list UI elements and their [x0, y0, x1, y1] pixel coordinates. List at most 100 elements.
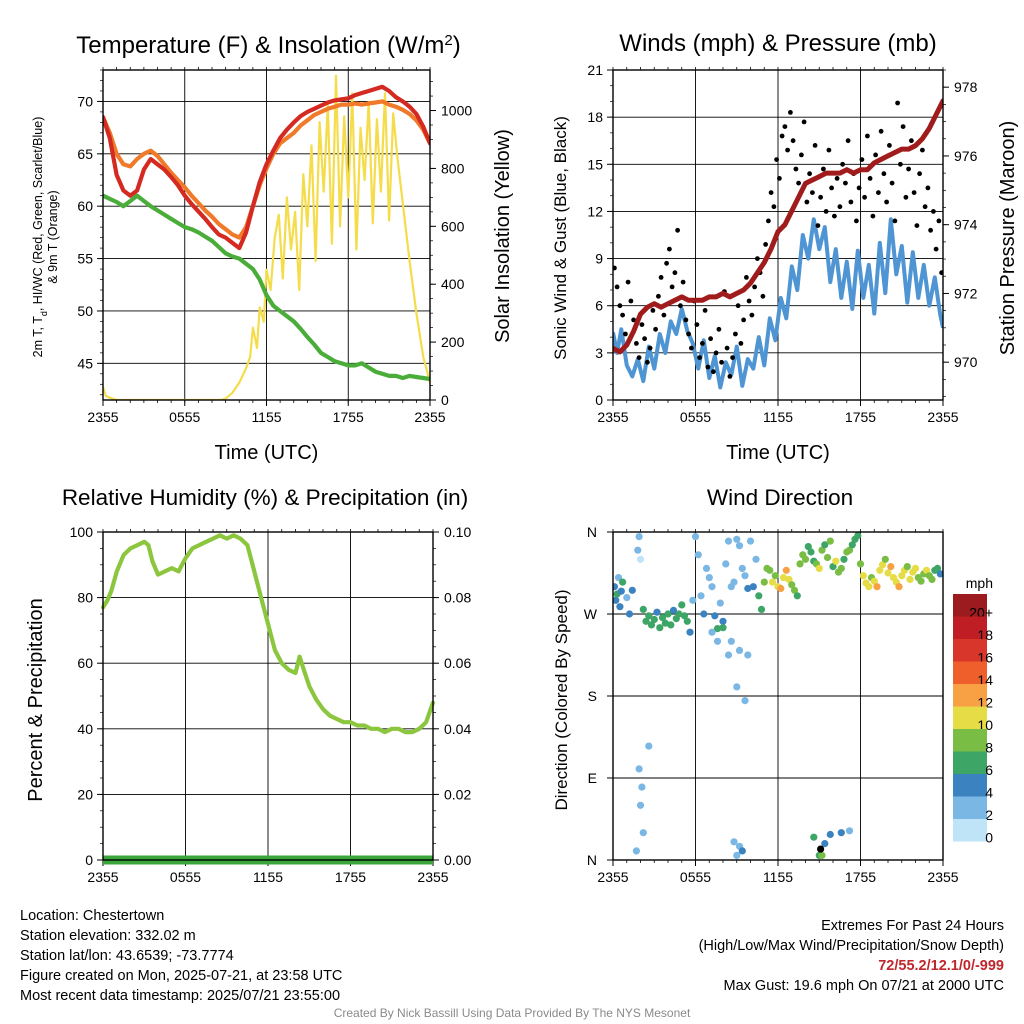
- x-tick-label: 1155: [763, 869, 793, 885]
- gust-point: [628, 298, 634, 304]
- gust-point: [774, 157, 779, 163]
- direction-point: [667, 621, 675, 629]
- direction-point: [628, 586, 636, 594]
- gust-point: [804, 199, 810, 205]
- gust-point: [892, 218, 898, 224]
- direction-point: [854, 532, 862, 540]
- gust-point: [925, 185, 931, 191]
- y2-tick-label: 0: [441, 392, 449, 408]
- gust-point: [854, 218, 859, 224]
- gust-point: [826, 147, 832, 153]
- direction-point: [724, 651, 733, 659]
- direction-point: [738, 564, 746, 573]
- y-tick-label: 18: [587, 109, 603, 125]
- gust-point: [746, 298, 752, 304]
- y-axis-label-line2: & 9m T (Orange): [46, 190, 60, 283]
- gust-point: [749, 312, 755, 318]
- gust-point: [920, 147, 925, 153]
- gust-point: [763, 242, 768, 247]
- direction-point: [669, 606, 678, 615]
- direction-point: [887, 563, 895, 571]
- gust-point: [782, 124, 788, 129]
- direction-point: [744, 651, 752, 659]
- y-tick-label: N: [587, 852, 597, 868]
- legend-swatch: [953, 774, 987, 797]
- gust-point: [741, 317, 746, 323]
- direction-point: [746, 537, 755, 545]
- axes-border: [612, 69, 944, 401]
- y-axis-label-sub: d: [39, 311, 49, 316]
- gust-point: [845, 138, 851, 144]
- direction-point: [744, 584, 752, 593]
- direction-point: [903, 563, 911, 571]
- direction-point: [713, 637, 722, 645]
- direction-point: [730, 578, 738, 586]
- gust-point: [889, 180, 895, 186]
- y-tick-label: S: [588, 688, 597, 704]
- gust-point: [788, 110, 793, 115]
- y-tick-label: E: [588, 770, 597, 786]
- direction-point: [686, 628, 694, 636]
- y-tick-label: N: [587, 524, 597, 540]
- y2-axis-label: Station Pressure (Maroon): [997, 121, 1019, 356]
- gust-point: [738, 341, 744, 346]
- axes-border: [102, 69, 431, 401]
- direction-point: [733, 851, 741, 860]
- gust-point: [917, 171, 922, 177]
- direction-point: [735, 646, 744, 655]
- y-tick-label: 3: [595, 345, 603, 361]
- y-tick-label: 40: [77, 721, 93, 737]
- direction-point: [741, 697, 749, 705]
- gust-point: [661, 312, 667, 318]
- gust-point: [812, 143, 818, 148]
- legend-swatch: [953, 706, 987, 729]
- direction-point: [639, 605, 647, 614]
- direction-point: [936, 570, 943, 578]
- y-tick-label: 60: [77, 198, 93, 214]
- direction-point: [708, 583, 716, 591]
- gust-point: [900, 124, 906, 129]
- gust-point: [664, 260, 669, 266]
- gust-point: [711, 369, 716, 375]
- direction-point: [881, 555, 889, 563]
- direction-point: [632, 847, 641, 855]
- gust-point: [623, 331, 628, 337]
- direction-point: [804, 543, 812, 551]
- legend-swatch: [953, 819, 987, 842]
- direction-point: [642, 617, 650, 625]
- direction-point: [832, 557, 840, 565]
- x-axis-label: Time (UTC): [215, 442, 319, 464]
- direction-points: [613, 532, 943, 860]
- direction-point: [719, 617, 727, 625]
- direction-point: [752, 555, 760, 563]
- gust-point: [744, 275, 749, 280]
- gust-point: [689, 345, 694, 351]
- direction-point: [911, 564, 920, 573]
- direction-point: [768, 578, 777, 586]
- x-tick-label: 2355: [414, 409, 445, 425]
- direction-point: [683, 617, 691, 625]
- y2-tick-label: 0.10: [444, 524, 471, 540]
- direction-point: [694, 551, 702, 559]
- direction-point: [793, 592, 801, 600]
- direction-point: [738, 847, 746, 855]
- gust-point: [848, 199, 854, 205]
- legend-label: 0: [985, 829, 993, 845]
- y2-tick-label: 0.08: [444, 590, 471, 606]
- gust-point: [716, 326, 722, 332]
- x-tick-label: 1755: [333, 409, 364, 425]
- y-axis-label: Sonic Wind & Gust (Blue, Black): [551, 116, 570, 360]
- credit-line: Created By Nick Bassill Using Data Provi…: [333, 1006, 691, 1020]
- direction-point: [645, 742, 653, 750]
- series-line-pressure: [613, 98, 943, 355]
- direction-point: [818, 546, 826, 554]
- direction-point: [823, 553, 832, 562]
- legend-swatch: [953, 594, 987, 617]
- direction-point: [777, 584, 785, 593]
- direction-point: [856, 560, 865, 568]
- legend-label: 10: [977, 717, 993, 733]
- y-tick-label: 80: [77, 590, 93, 606]
- chart-title-main: Temperature (F) & Insolation (W/m: [76, 32, 444, 59]
